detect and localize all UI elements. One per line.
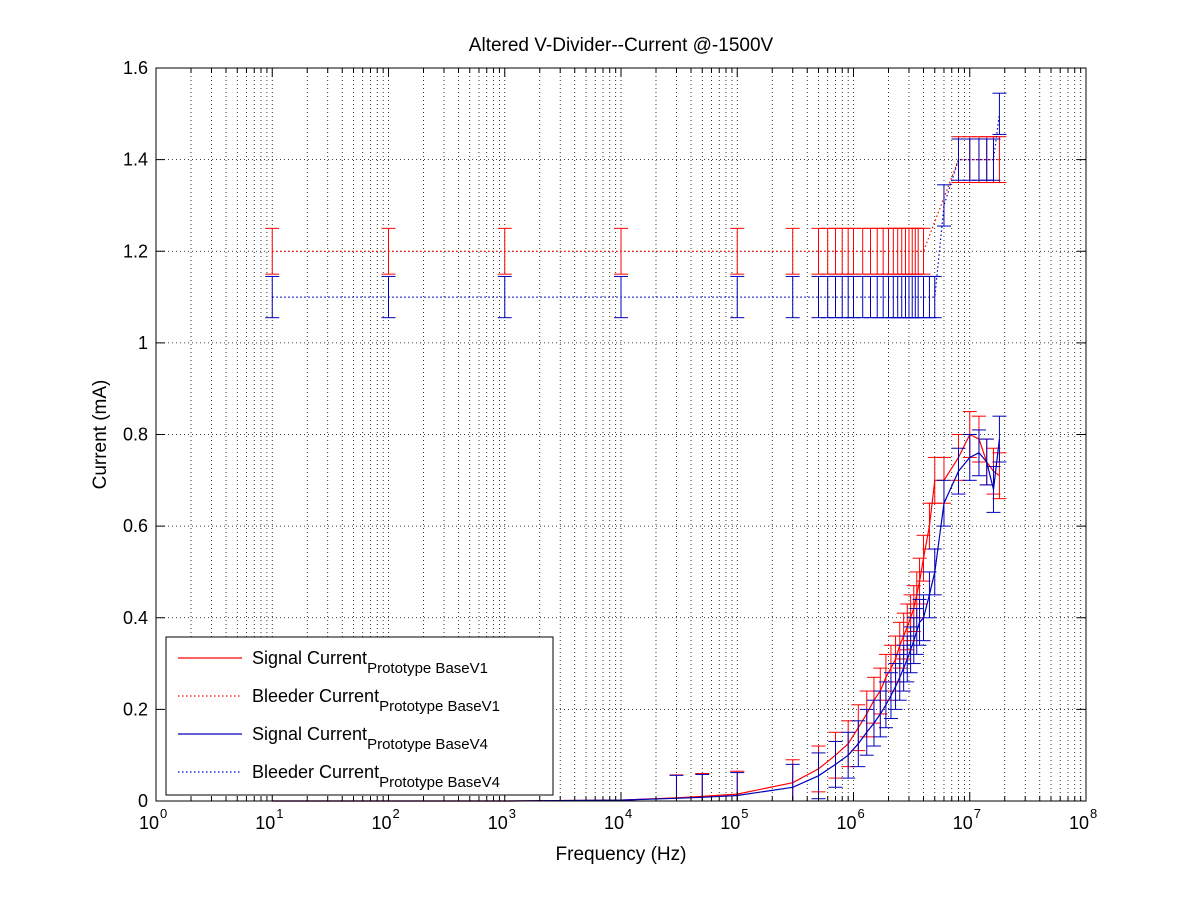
error-bar	[896, 644, 911, 692]
y-tick-label: 1.4	[123, 150, 148, 170]
error-bar	[916, 227, 931, 275]
y-tick-label: 0.6	[123, 516, 148, 536]
x-tick-label: 10 1	[255, 806, 283, 833]
x-tick-label: 10 3	[488, 806, 516, 833]
error-bar	[992, 136, 1007, 184]
error-bar	[912, 598, 927, 646]
x-tick-label-exponent: 5	[741, 806, 748, 821]
error-bar	[971, 429, 986, 477]
x-tick-label: 10 2	[371, 806, 399, 833]
y-tick-label: 1.2	[123, 241, 148, 261]
error-bar	[828, 740, 843, 788]
y-axis-label: Current (mA)	[90, 380, 111, 490]
error-bar	[936, 184, 951, 227]
x-tick-label-base: 10	[488, 813, 508, 833]
x-tick-label: 10 0	[139, 806, 167, 833]
error-bar	[730, 227, 745, 275]
x-tick-label: 10 5	[720, 806, 748, 833]
x-tick-label: 10 6	[836, 806, 864, 833]
error-bar	[892, 653, 907, 701]
error-bar	[866, 699, 881, 747]
error-bar	[851, 720, 866, 768]
legend-label-subscript: Prototype BaseV4	[379, 774, 500, 791]
error-bar	[962, 434, 977, 481]
x-tick-label-base: 10	[371, 813, 391, 833]
error-bar	[381, 275, 396, 319]
x-tick-label-base: 10	[139, 813, 159, 833]
x-tick-label-base: 10	[1069, 813, 1089, 833]
legend-label-subscript: Prototype BaseV4	[367, 736, 488, 753]
error-bar	[909, 608, 924, 655]
series-4	[265, 92, 1007, 319]
y-tick-label: 0.8	[123, 425, 148, 445]
error-bar	[916, 534, 931, 582]
x-tick-label-base: 10	[836, 813, 856, 833]
x-axis-label: Frequency (Hz)	[556, 844, 687, 865]
series-3	[272, 415, 1007, 802]
series-layer	[265, 92, 1007, 802]
error-bar	[951, 447, 966, 495]
x-tick-label-exponent: 7	[974, 806, 981, 821]
error-bar	[936, 479, 951, 527]
error-bar	[614, 275, 628, 319]
x-tick-label: 10 8	[1069, 806, 1097, 833]
error-bar	[979, 438, 994, 486]
x-tick-label-exponent: 2	[393, 806, 400, 821]
error-bar	[903, 626, 918, 674]
y-tick-label: 0.4	[123, 608, 148, 628]
x-tick-label-base: 10	[953, 813, 973, 833]
error-bar	[497, 227, 512, 275]
x-tick-label-exponent: 4	[625, 806, 632, 821]
error-bar	[785, 275, 800, 319]
x-tick-label: 10 7	[953, 806, 981, 833]
y-tick-label: 0	[138, 791, 148, 811]
error-bar	[927, 275, 942, 319]
series-line	[272, 159, 1000, 252]
x-tick-label-exponent: 3	[509, 806, 516, 821]
error-bar	[497, 275, 512, 319]
error-bar	[992, 415, 1007, 463]
x-tick-label-exponent: 8	[1090, 806, 1097, 821]
error-bar	[986, 138, 1001, 181]
y-tick-label: 1.6	[123, 58, 148, 78]
error-bar	[730, 275, 745, 319]
error-bar	[992, 92, 1007, 135]
tick-labels: 10 0 10 1 10 2 10 3 10 4 10 5 10 6 10 7 10 800.20.40.60.8…	[123, 58, 1097, 833]
legend-box	[165, 636, 554, 796]
y-tick-label: 0.2	[123, 699, 148, 719]
legend-label-subscript: Prototype BaseV1	[379, 698, 500, 715]
x-tick-label-base: 10	[604, 813, 624, 833]
error-bar	[873, 690, 888, 738]
error-bar	[265, 275, 280, 319]
error-bar	[986, 466, 1001, 513]
error-bar	[614, 227, 628, 275]
error-bar	[841, 731, 856, 779]
error-bar	[859, 708, 874, 756]
x-tick-label-base: 10	[255, 813, 275, 833]
error-bar	[900, 635, 915, 683]
y-tick-label: 1	[138, 333, 148, 353]
x-tick-label-exponent: 1	[276, 806, 283, 821]
legend-label-subscript: Prototype BaseV1	[367, 660, 488, 677]
tick-marks	[155, 67, 1086, 802]
x-tick-label: 10 4	[604, 806, 632, 833]
x-tick-label-exponent: 0	[160, 806, 167, 821]
x-tick-label-exponent: 6	[858, 806, 865, 821]
error-bar	[265, 227, 280, 275]
error-bar	[785, 227, 800, 275]
x-tick-label-base: 10	[720, 813, 740, 833]
chart-title: Altered V-Divider--Current @-1500V	[469, 35, 774, 56]
error-bar	[381, 227, 396, 275]
error-bar	[927, 548, 942, 596]
error-bar	[906, 617, 921, 665]
